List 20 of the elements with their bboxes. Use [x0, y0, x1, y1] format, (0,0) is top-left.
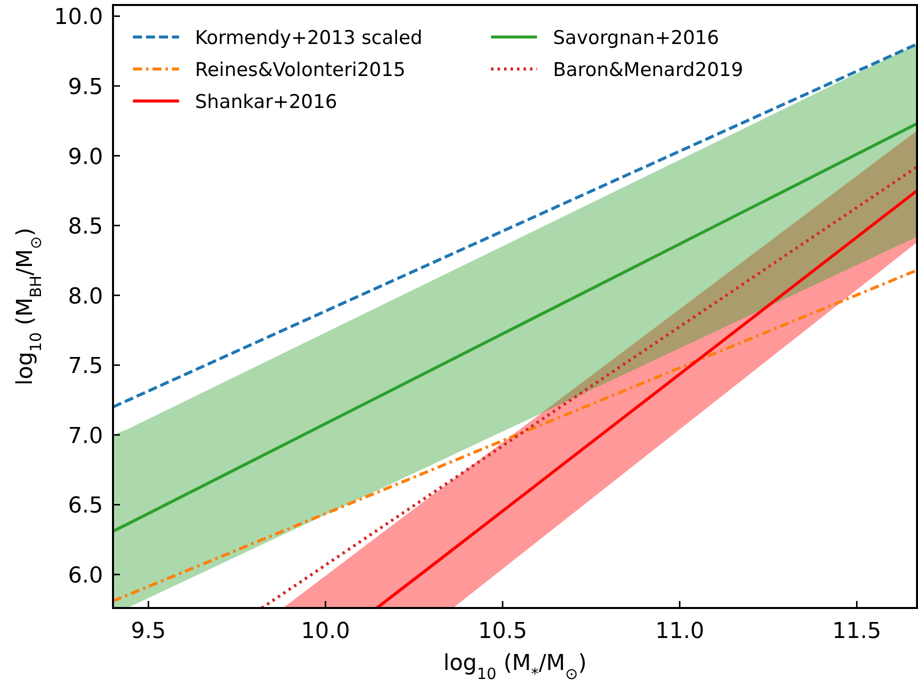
- y-tick-label: 8.5: [68, 214, 103, 240]
- x-tick-label: 10.5: [478, 619, 528, 644]
- legend-label: Shankar+2016: [195, 91, 338, 113]
- x-tick-label: 11.5: [832, 619, 882, 644]
- legend-label: Savorgnan+2016: [553, 27, 720, 49]
- x-tick-label: 10.0: [301, 619, 350, 644]
- x-tick-label: 9.5: [130, 619, 166, 644]
- y-tick-label: 10.0: [54, 5, 103, 30]
- legend-label: Reines&Volonteri2015: [195, 59, 406, 81]
- y-tick-label: 7.5: [68, 354, 103, 380]
- y-tick-label: 6.0: [68, 564, 103, 588]
- x-axis-title: log$_{10}$ (M$_{*}$/M$_{⊙}$): [443, 651, 587, 682]
- legend-label: Kormendy+2013 scaled: [195, 27, 422, 49]
- y-tick-label: 6.5: [68, 494, 103, 519]
- y-tick-label: 7.0: [68, 424, 103, 449]
- y-tick-label: 9.0: [68, 144, 103, 170]
- legend-label: Baron&Menard2019: [553, 59, 744, 81]
- y-tick-label: 9.5: [68, 74, 103, 100]
- x-tick-label: 11.0: [655, 619, 704, 644]
- y-tick-label: 8.0: [68, 284, 103, 310]
